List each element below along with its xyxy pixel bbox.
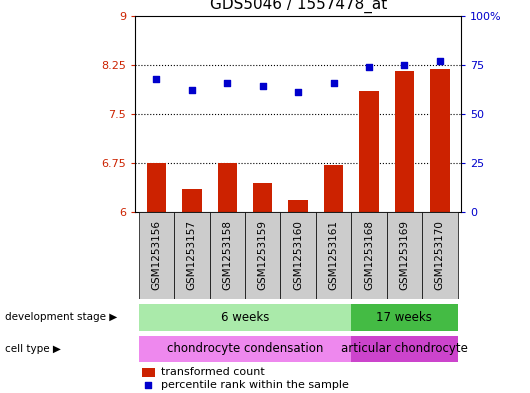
Title: GDS5046 / 1557478_at: GDS5046 / 1557478_at — [209, 0, 387, 13]
Text: GSM1253169: GSM1253169 — [400, 220, 409, 290]
Bar — [139, 336, 351, 362]
Text: GSM1253156: GSM1253156 — [152, 220, 162, 290]
Bar — [395, 72, 414, 212]
Text: GSM1253157: GSM1253157 — [187, 220, 197, 290]
Bar — [174, 212, 209, 299]
Text: GSM1253168: GSM1253168 — [364, 220, 374, 290]
Point — [144, 382, 153, 388]
Bar — [142, 368, 155, 377]
Bar — [351, 212, 387, 299]
Text: cell type ▶: cell type ▶ — [5, 344, 61, 354]
Point — [365, 64, 373, 70]
Text: GSM1253160: GSM1253160 — [293, 220, 303, 290]
Text: GSM1253170: GSM1253170 — [435, 220, 445, 290]
Bar — [139, 212, 174, 299]
Bar — [359, 91, 379, 212]
Text: 6 weeks: 6 weeks — [221, 311, 269, 324]
Point — [188, 87, 196, 94]
Point — [436, 58, 444, 64]
Bar — [182, 189, 201, 212]
Point — [152, 75, 161, 82]
Bar — [209, 212, 245, 299]
Bar — [245, 212, 280, 299]
Bar — [316, 212, 351, 299]
Bar — [351, 336, 457, 362]
Bar — [280, 212, 316, 299]
Bar — [217, 163, 237, 212]
Text: chondrocyte condensation: chondrocyte condensation — [167, 342, 323, 355]
Point — [223, 79, 232, 86]
Text: GSM1253158: GSM1253158 — [222, 220, 232, 290]
Bar — [147, 163, 166, 212]
Text: development stage ▶: development stage ▶ — [5, 312, 118, 322]
Text: GSM1253161: GSM1253161 — [329, 220, 339, 290]
Text: 17 weeks: 17 weeks — [376, 311, 432, 324]
Bar — [351, 304, 457, 331]
Point — [294, 89, 303, 95]
Bar — [288, 200, 308, 212]
Bar — [430, 70, 449, 212]
Point — [329, 79, 338, 86]
Text: percentile rank within the sample: percentile rank within the sample — [161, 380, 349, 390]
Point — [259, 83, 267, 90]
Bar — [139, 304, 351, 331]
Bar — [324, 165, 343, 212]
Point — [400, 62, 409, 68]
Text: transformed count: transformed count — [161, 367, 265, 377]
Bar — [253, 183, 272, 212]
Text: articular chondrocyte: articular chondrocyte — [341, 342, 468, 355]
Text: GSM1253159: GSM1253159 — [258, 220, 268, 290]
Bar — [387, 212, 422, 299]
Bar — [422, 212, 457, 299]
